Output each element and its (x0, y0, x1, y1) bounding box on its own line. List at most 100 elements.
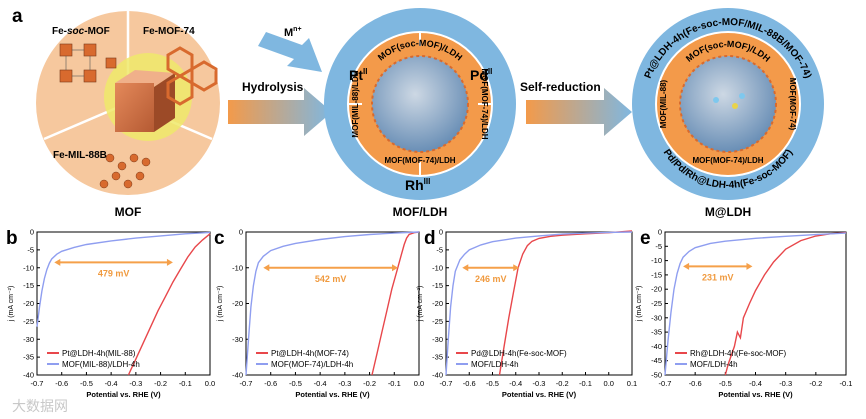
mof-ldh-ring-bottom: MOF(MOF-74)/LDH (384, 156, 455, 165)
fe-soc-mof-structure (59, 43, 117, 83)
y-tick-label: -30 (232, 335, 243, 344)
overpotential-label: 231 mV (702, 272, 734, 282)
y-tick-label: -10 (23, 263, 34, 272)
series-line-1 (445, 231, 633, 376)
overpotential-arrow-head-right (513, 264, 520, 272)
lsv-charts: b -0.7 -0.6 -0.5 -0.4 -0.3 -0.2 -0.1 0.0 0 -5 -10 -1… (6, 228, 852, 400)
mof-ldh-sphere (372, 56, 468, 152)
overpotential-label: 542 mV (315, 274, 347, 284)
mof-caption: MOF (115, 205, 142, 219)
y-tick-label: -35 (23, 353, 34, 362)
y-axis-label: j (mA cm⁻²) (217, 286, 224, 323)
series-line-1 (245, 231, 420, 376)
series-line-1 (36, 231, 211, 327)
metal-ion-label: Mn+ (284, 26, 302, 39)
series-line-0 (724, 231, 847, 376)
y-tick-label: -50 (651, 371, 662, 380)
y-tick-label: -35 (432, 353, 443, 362)
x-tick-label: -0.3 (338, 379, 351, 388)
self-reduction-arrow: Self-reduction (520, 80, 632, 136)
x-tick-label: -0.4 (314, 379, 327, 388)
self-reduction-label: Self-reduction (520, 80, 601, 94)
x-tick-label: -0.5 (486, 379, 499, 388)
overpotential-arrow-head-right (746, 262, 753, 270)
panel-letter-b: b (6, 228, 18, 249)
x-axis-label: Potential vs. RHE (V) (718, 390, 793, 399)
fe-mil-88b-structure (99, 153, 151, 189)
legend-label-0: Pt@LDH-4h(MOF-74) (271, 349, 349, 358)
x-tick-label: 0.0 (604, 379, 614, 388)
legend-label-1: MOF/LDH-4h (471, 360, 519, 369)
x-tick-label: -0.7 (240, 379, 253, 388)
y-tick-label: -40 (232, 371, 243, 380)
m-ldh-ring-right: MOF(MOF-74) (788, 78, 797, 131)
x-tick-label: -0.5 (289, 379, 302, 388)
pd-ion-label: PdII (470, 67, 492, 83)
mof-disc (36, 11, 220, 195)
overpotential-arrow-head-right (391, 264, 398, 272)
cube-side (154, 73, 175, 132)
x-tick-label: -0.1 (179, 379, 192, 388)
y-axis-label: j (mA cm⁻²) (636, 286, 643, 323)
x-tick-label: -0.4 (749, 379, 762, 388)
legend-label-1: MOF(MOF-74)/LDH-4h (271, 360, 353, 369)
y-tick-label: -5 (436, 245, 443, 254)
x-tick-label: -0.3 (779, 379, 792, 388)
chart-c: c -0.7 -0.6 -0.5 -0.4 -0.3 -0.2 -0.1 0.0 0 -10 -20 -… (214, 228, 424, 400)
x-tick-label: -0.1 (840, 379, 853, 388)
y-tick-label: -35 (651, 328, 662, 337)
x-axis-label: Potential vs. RHE (V) (86, 390, 161, 399)
m-ldh-ring-bottom: MOF(MOF-74)/LDH (692, 156, 763, 165)
series-line-0 (498, 230, 633, 376)
hydrolysis-label: Hydrolysis (242, 80, 304, 94)
series-line-0 (371, 231, 420, 376)
overpotential-arrow-head-left (683, 262, 690, 270)
legend-label-1: MOF(MIL-88)/LDH-4h (62, 360, 140, 369)
panel-letter-e: e (640, 228, 651, 249)
cube-top (115, 70, 175, 87)
fe-mof-74-structure (166, 46, 218, 106)
x-tick-label: -0.5 (80, 379, 93, 388)
y-tick-label: -10 (232, 263, 243, 272)
hydrolysis-arrow: Hydrolysis (228, 80, 332, 136)
chart-d: d -0.7 -0.6 -0.5 -0.4 -0.3 -0.2 -0.1 0.0 0.1 0 -5 -1… (417, 228, 637, 400)
legend-label-0: Rh@LDH-4h(Fe-soc-MOF) (690, 349, 786, 358)
y-tick-label: -45 (651, 356, 662, 365)
y-tick-label: 0 (658, 228, 662, 237)
x-tick-label: -0.1 (579, 379, 592, 388)
chart-e: e -0.7 -0.6 -0.5 -0.4 -0.3 -0.2 -0.1 0 -5 -10 -15 -2… (636, 228, 852, 400)
mof-ldh-ring-left: MOF(MIL-88)/LDH (351, 70, 360, 137)
mof-ldh-ring-right: MOF(MOF-74)/LDH (480, 68, 489, 139)
x-tick-label: 0.0 (205, 379, 215, 388)
x-tick-label: -0.4 (509, 379, 522, 388)
m-ldh-disc (632, 8, 824, 200)
overpotential-arrow-head-right (166, 258, 173, 266)
watermark: 大数据网 (12, 398, 68, 414)
y-tick-label: -5 (27, 245, 34, 254)
legend-label-0: Pd@LDH-4h(Fe-soc-MOF) (471, 349, 567, 358)
y-tick-label: -5 (655, 242, 662, 251)
fe-mil-88b-label: Fe-MIL-88B (53, 150, 107, 161)
pt-ion-label: PtII (349, 67, 367, 83)
x-tick-label: -0.7 (440, 379, 453, 388)
metal-ion-arrow: Mn+ (258, 26, 322, 72)
x-tick-label: -0.6 (689, 379, 702, 388)
legend-label-0: Pt@LDH-4h(MIL-88) (62, 349, 136, 358)
y-tick-label: -20 (432, 299, 443, 308)
x-tick-label: -0.5 (719, 379, 732, 388)
y-axis-label: j (mA cm⁻²) (8, 286, 15, 323)
overpotential-label: 246 mV (475, 274, 507, 284)
x-tick-label: -0.6 (55, 379, 68, 388)
y-tick-label: -40 (432, 371, 443, 380)
y-tick-label: -10 (432, 263, 443, 272)
x-tick-label: -0.3 (533, 379, 546, 388)
y-tick-label: -15 (651, 270, 662, 279)
panel-letter-a: a (12, 6, 23, 27)
y-tick-label: 0 (439, 228, 443, 237)
x-tick-label: 0.1 (627, 379, 637, 388)
x-tick-label: -0.7 (659, 379, 672, 388)
y-tick-label: -30 (651, 313, 662, 322)
x-tick-label: -0.6 (463, 379, 476, 388)
y-axis-label: j (mA cm⁻²) (417, 286, 424, 323)
